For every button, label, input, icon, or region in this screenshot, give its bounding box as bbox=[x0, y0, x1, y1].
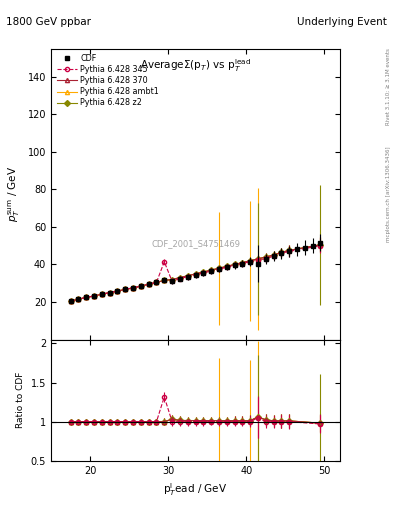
Text: Underlying Event: Underlying Event bbox=[297, 17, 387, 28]
Text: 1800 GeV ppbar: 1800 GeV ppbar bbox=[6, 17, 91, 28]
Text: mcplots.cern.ch [arXiv:1306.3436]: mcplots.cern.ch [arXiv:1306.3436] bbox=[386, 147, 391, 242]
Legend: CDF, Pythia 6.428 345, Pythia 6.428 370, Pythia 6.428 ambt1, Pythia 6.428 z2: CDF, Pythia 6.428 345, Pythia 6.428 370,… bbox=[55, 53, 160, 109]
Y-axis label: Ratio to CDF: Ratio to CDF bbox=[16, 372, 25, 429]
Y-axis label: $p_T^{\rm sum}$ / GeV: $p_T^{\rm sum}$ / GeV bbox=[7, 166, 22, 222]
X-axis label: p$_T^{\rm l}$ead / GeV: p$_T^{\rm l}$ead / GeV bbox=[163, 481, 228, 498]
Text: CDF_2001_S4751469: CDF_2001_S4751469 bbox=[151, 240, 240, 248]
Text: Average$\Sigma$(p$_T$) vs p$_T^{\rm lead}$: Average$\Sigma$(p$_T$) vs p$_T^{\rm lead… bbox=[140, 57, 251, 74]
Text: Rivet 3.1.10; ≥ 3.1M events: Rivet 3.1.10; ≥ 3.1M events bbox=[386, 49, 391, 125]
